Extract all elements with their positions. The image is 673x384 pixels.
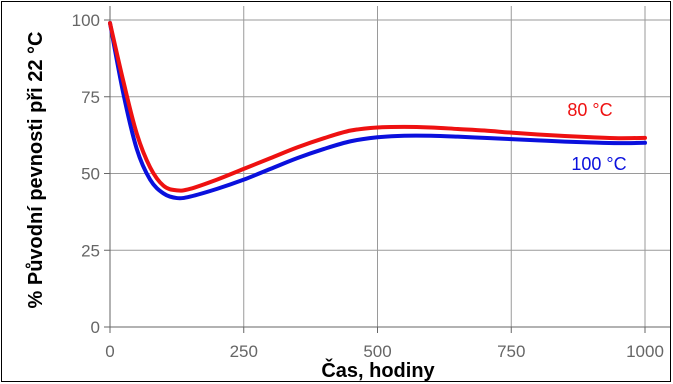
y-tick-label: 75 [81, 88, 100, 107]
series-lines [108, 21, 647, 201]
x-tick-label: 500 [363, 342, 391, 361]
x-axis-title: Čas, hodiny [321, 358, 435, 382]
y-axis-title: % Původní pevnosti při 22 °C [25, 32, 47, 309]
series-line-80c [108, 21, 647, 193]
y-tick-label: 25 [81, 241, 100, 260]
series-label-80c: 80 °C [567, 100, 612, 120]
y-tick-label: 50 [81, 165, 100, 184]
x-tick-label: 750 [497, 342, 525, 361]
series-label-100c: 100 °C [571, 154, 626, 174]
series-labels: 80 °C 100 °C [567, 100, 626, 174]
grid-lines [110, 6, 670, 327]
y-tick-label: 0 [91, 318, 100, 337]
x-tick-label: 0 [105, 342, 114, 361]
x-tick-label: 1000 [626, 342, 664, 361]
axes [104, 6, 670, 333]
tick-labels: 0 250 500 750 1000 0 25 50 75 100 [72, 11, 664, 361]
y-tick-label: 100 [72, 11, 100, 30]
series-line-100c [108, 21, 647, 201]
x-tick-label: 250 [230, 342, 258, 361]
